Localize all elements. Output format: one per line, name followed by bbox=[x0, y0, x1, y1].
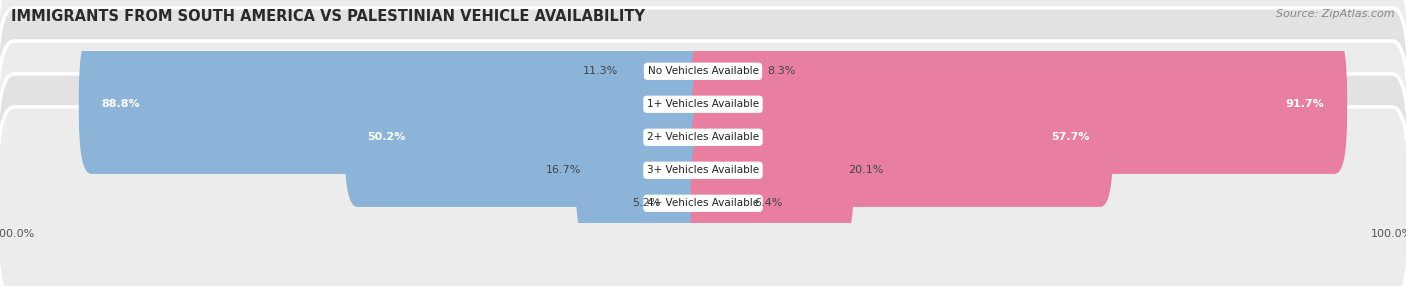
Text: 5.2%: 5.2% bbox=[631, 198, 661, 208]
FancyBboxPatch shape bbox=[690, 2, 772, 141]
Text: 1+ Vehicles Available: 1+ Vehicles Available bbox=[647, 99, 759, 109]
Text: 3+ Vehicles Available: 3+ Vehicles Available bbox=[647, 165, 759, 175]
FancyBboxPatch shape bbox=[575, 101, 716, 240]
Text: 20.1%: 20.1% bbox=[848, 165, 884, 175]
Text: 88.8%: 88.8% bbox=[101, 99, 141, 109]
Text: 6.4%: 6.4% bbox=[754, 198, 782, 208]
Text: IMMIGRANTS FROM SOUTH AMERICA VS PALESTINIAN VEHICLE AVAILABILITY: IMMIGRANTS FROM SOUTH AMERICA VS PALESTI… bbox=[11, 9, 645, 23]
Legend: Immigrants from South America, Palestinian: Immigrants from South America, Palestini… bbox=[541, 284, 865, 286]
FancyBboxPatch shape bbox=[0, 107, 1406, 286]
FancyBboxPatch shape bbox=[344, 68, 716, 207]
FancyBboxPatch shape bbox=[690, 101, 853, 240]
Text: 16.7%: 16.7% bbox=[546, 165, 581, 175]
FancyBboxPatch shape bbox=[0, 41, 1406, 236]
Text: 4+ Vehicles Available: 4+ Vehicles Available bbox=[647, 198, 759, 208]
FancyBboxPatch shape bbox=[79, 35, 716, 174]
FancyBboxPatch shape bbox=[690, 35, 1347, 174]
FancyBboxPatch shape bbox=[0, 8, 1406, 203]
Text: Source: ZipAtlas.com: Source: ZipAtlas.com bbox=[1277, 9, 1395, 19]
Text: 11.3%: 11.3% bbox=[583, 66, 619, 76]
Text: 57.7%: 57.7% bbox=[1052, 132, 1090, 142]
FancyBboxPatch shape bbox=[655, 134, 716, 273]
FancyBboxPatch shape bbox=[613, 2, 716, 141]
Text: 8.3%: 8.3% bbox=[768, 66, 796, 76]
Text: 91.7%: 91.7% bbox=[1285, 99, 1324, 109]
Text: 50.2%: 50.2% bbox=[367, 132, 406, 142]
FancyBboxPatch shape bbox=[690, 68, 1114, 207]
Text: No Vehicles Available: No Vehicles Available bbox=[648, 66, 758, 76]
FancyBboxPatch shape bbox=[0, 74, 1406, 269]
Text: 2+ Vehicles Available: 2+ Vehicles Available bbox=[647, 132, 759, 142]
FancyBboxPatch shape bbox=[0, 0, 1406, 170]
FancyBboxPatch shape bbox=[690, 134, 759, 273]
